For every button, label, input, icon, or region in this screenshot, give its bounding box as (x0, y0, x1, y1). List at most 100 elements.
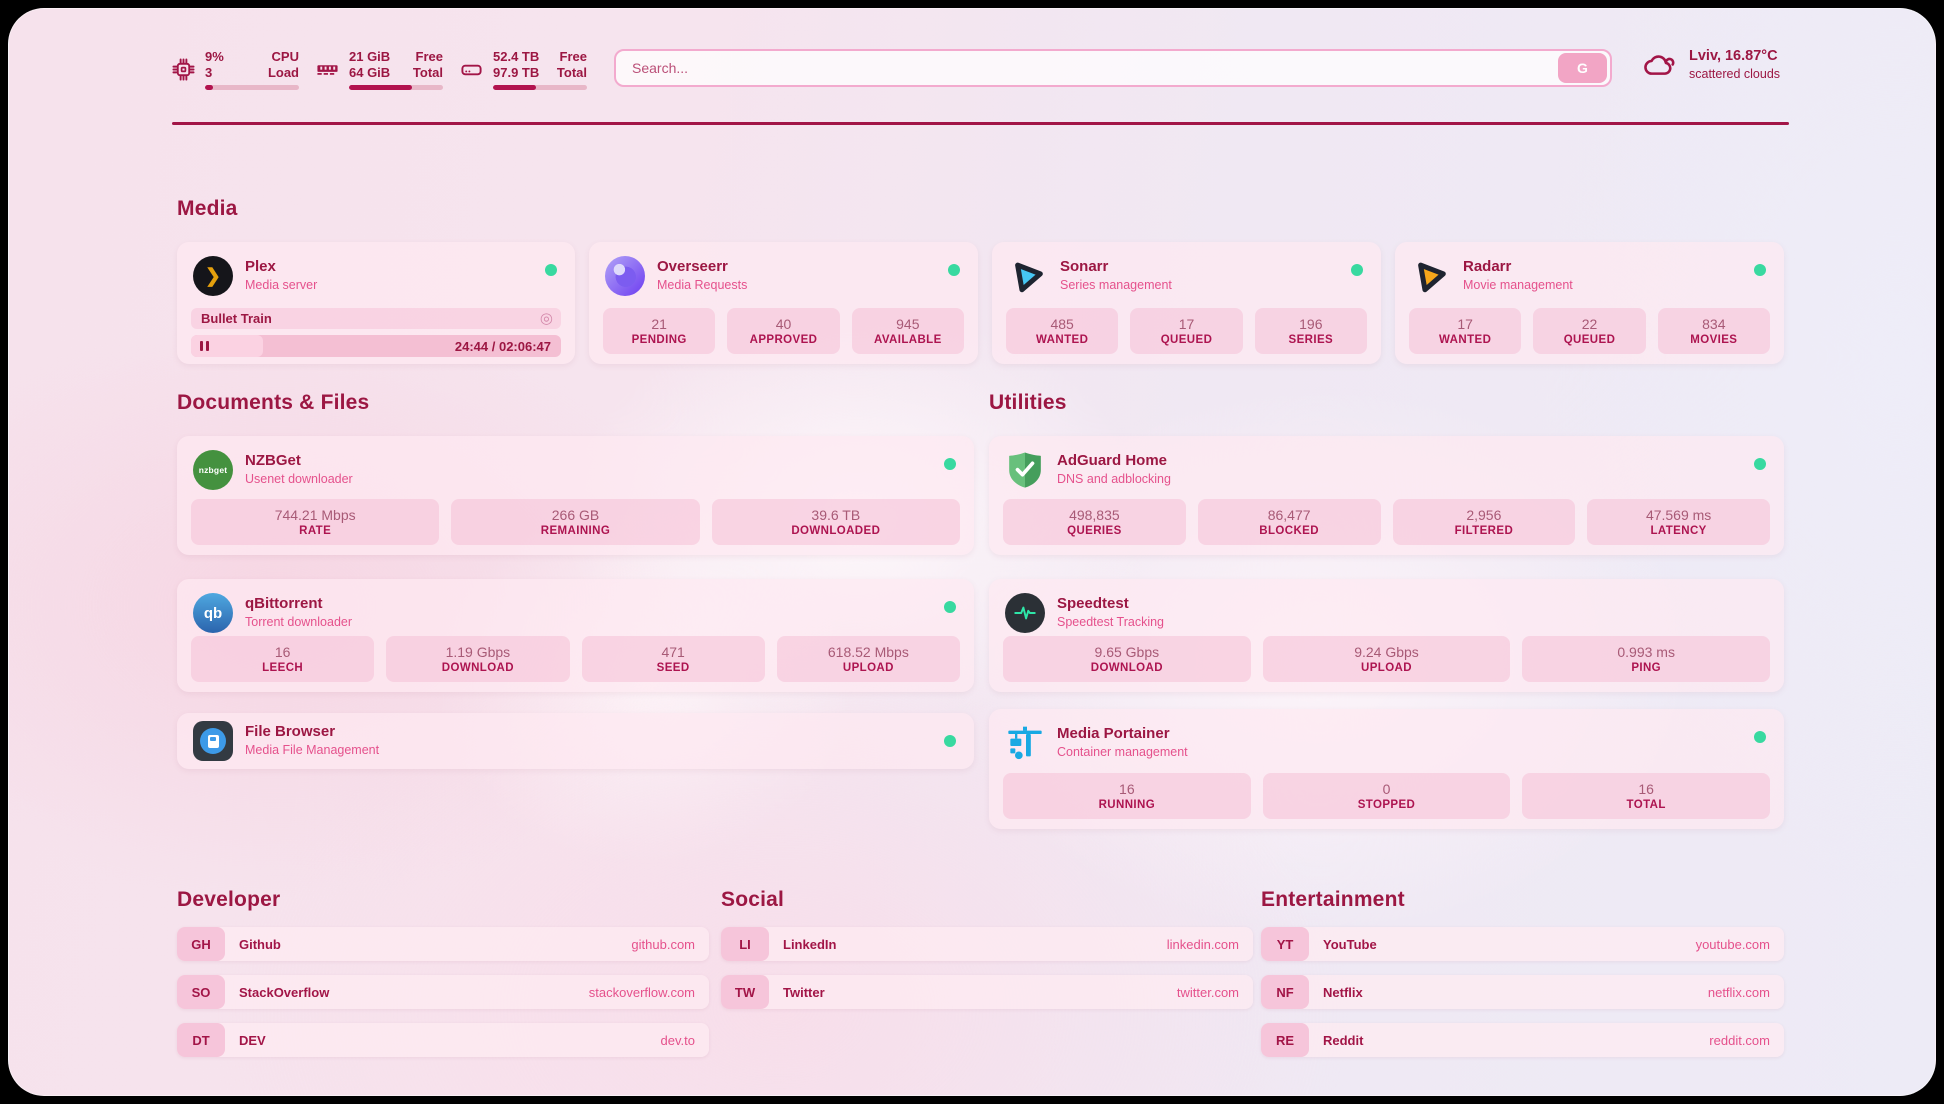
portainer-card[interactable]: Media Portainer Container management 16 R… (989, 709, 1784, 829)
nzbget-icon: nzbget (193, 450, 233, 490)
now-playing-progressbar: 24:44 / 02:06:47 (191, 335, 561, 357)
stat-approved: 40 APPROVED (727, 308, 840, 354)
qbittorrent-card[interactable]: qb qBittorrent Torrent downloader 16 LEEC… (177, 579, 974, 692)
bookmark-tag: GH (177, 927, 225, 961)
speedtest-icon (1005, 593, 1045, 633)
app-subtitle: Media Requests (657, 278, 748, 292)
app-title: Sonarr (1060, 258, 1109, 275)
bookmark-domain: twitter.com (1176, 984, 1239, 1000)
stat-queued: 22 QUEUED (1533, 308, 1646, 354)
search-input[interactable] (630, 59, 1558, 77)
speedtest-card[interactable]: Speedtest Speedtest Tracking 9.65 Gbps DO… (989, 579, 1784, 692)
bookmark-netflix[interactable]: NF Netflix netflix.com (1261, 975, 1784, 1009)
weather-widget: Lviv, 16.87°C scattered clouds (1642, 47, 1780, 83)
media-section-title: Media (177, 197, 238, 220)
cpu-label: CPU (271, 49, 299, 64)
memory-free-value: 21 GiB (349, 49, 391, 64)
disk-stat: 52.4 TB Free 97.9 TB Total (460, 49, 587, 90)
stat-filtered: 2,956 FILTERED (1392, 499, 1576, 545)
now-playing-row: Bullet Train ◎ (191, 308, 561, 329)
media-type-icon: ◎ (539, 310, 553, 327)
bookmark-tag: NF (1261, 975, 1309, 1009)
bookmark-name: Netflix (1323, 984, 1363, 1000)
bookmark-tag: SO (177, 975, 225, 1009)
stat-remaining: 266 GB REMAINING (451, 499, 700, 545)
disk-total-value: 97.9 TB (493, 65, 540, 80)
pause-button[interactable] (200, 341, 209, 351)
weather-condition: scattered clouds (1689, 67, 1781, 81)
app-subtitle: Series management (1060, 278, 1172, 292)
documents-section-title: Documents & Files (177, 391, 370, 414)
utilities-section-title: Utilities (989, 391, 1067, 414)
bookmark-domain: reddit.com (1709, 1032, 1770, 1048)
app-subtitle: Media server (245, 278, 318, 292)
bookmark-tag: TW (721, 975, 769, 1009)
bookmark-tag: YT (1261, 927, 1309, 961)
stat-upload: 618.52 Mbps UPLOAD (776, 636, 960, 682)
stat-blocked: 86,477 BLOCKED (1197, 499, 1381, 545)
adguard-card[interactable]: AdGuard Home DNS and adblocking 498,835 Q… (989, 436, 1784, 555)
bookmark-domain: youtube.com (1695, 936, 1770, 952)
app-title: Media Portainer (1057, 725, 1170, 742)
stat-download: 9.65 Gbps DOWNLOAD (1003, 636, 1251, 682)
memory-total-value: 64 GiB (349, 65, 391, 80)
bookmark-github[interactable]: GH Github github.com (177, 927, 709, 961)
status-dot (545, 264, 557, 276)
bookmark-name: StackOverflow (239, 984, 330, 1000)
bookmark-dev[interactable]: DT DEV dev.to (177, 1023, 709, 1057)
bookmark-tag: RE (1261, 1023, 1309, 1057)
stat-stopped: 0 STOPPED (1262, 773, 1511, 819)
search-engine-button[interactable]: G (1558, 53, 1607, 83)
memory-stat: 21 GiB Free 64 GiB Total (316, 49, 443, 90)
disk-icon (461, 64, 482, 76)
app-subtitle: Movie management (1463, 278, 1573, 292)
weather-location-temp: Lviv, 16.87°C (1689, 48, 1778, 64)
bookmark-name: DEV (239, 1032, 266, 1048)
bookmark-name: Github (239, 936, 281, 952)
stat-wanted: 17 WANTED (1409, 308, 1522, 354)
app-title: Speedtest (1057, 595, 1129, 612)
bookmark-linkedin[interactable]: LI LinkedIn linkedin.com (721, 927, 1253, 961)
plex-card[interactable]: ❯ Plex Media server Bullet Train ◎ 24:44… (177, 242, 575, 364)
radarr-card[interactable]: Radarr Movie management 17 WANTED 22 QUEUE… (1395, 242, 1784, 364)
bookmark-stackoverflow[interactable]: SO StackOverflow stackoverflow.com (177, 975, 709, 1009)
status-dot (944, 601, 956, 613)
developer-section-title: Developer (177, 888, 281, 911)
app-subtitle: Usenet downloader (245, 472, 353, 486)
stat-total: 16 TOTAL (1522, 773, 1771, 819)
plex-icon: ❯ (193, 256, 233, 296)
bookmark-twitter[interactable]: TW Twitter twitter.com (721, 975, 1253, 1009)
stat-seed: 471 SEED (581, 636, 765, 682)
status-dot (1754, 731, 1766, 743)
bookmark-reddit[interactable]: RE Reddit reddit.com (1261, 1023, 1784, 1057)
sonarr-card[interactable]: Sonarr Series management 485 WANTED 17 QUE… (992, 242, 1381, 364)
nzbget-card[interactable]: nzbget NZBGet Usenet downloader 744.21 M… (177, 436, 974, 555)
utilities-section: Utilities AdGuard Home DNS and adblockin… (989, 391, 1784, 829)
cpu-usage-value: 9% (205, 49, 224, 64)
overseerr-card[interactable]: Overseerr Media Requests 21 PENDING 40 APP… (589, 242, 978, 364)
now-playing-title: Bullet Train (201, 311, 272, 326)
stat-ping: 0.993 ms PING (1522, 636, 1771, 682)
disk-free-label: Free (559, 49, 587, 64)
filebrowser-card[interactable]: File Browser Media File Management (177, 713, 974, 769)
bookmark-domain: stackoverflow.com (588, 984, 695, 1000)
app-subtitle: Speedtest Tracking (1057, 615, 1165, 629)
memory-icon (317, 65, 338, 75)
app-title: Overseerr (657, 258, 728, 275)
bookmark-tag: DT (177, 1023, 225, 1057)
search-bar: G (614, 49, 1612, 87)
cpu-progressbar (205, 85, 299, 90)
stat-upload: 9.24 Gbps UPLOAD (1262, 636, 1511, 682)
radarr-icon (1418, 262, 1446, 293)
cpu-load-label: Load (267, 65, 299, 80)
entertainment-section: Entertainment YT YouTube youtube.com NF … (1261, 888, 1784, 1057)
app-title: Radarr (1463, 258, 1512, 275)
bookmark-youtube[interactable]: YT YouTube youtube.com (1261, 927, 1784, 961)
status-dot (1754, 264, 1766, 276)
app-subtitle: Container management (1057, 745, 1188, 759)
app-subtitle: Torrent downloader (245, 615, 353, 629)
stat-latency: 47.569 ms LATENCY (1587, 499, 1770, 545)
portainer-icon (1008, 726, 1042, 760)
cpu-icon (172, 58, 195, 81)
stat-series: 196 SERIES (1254, 308, 1367, 354)
